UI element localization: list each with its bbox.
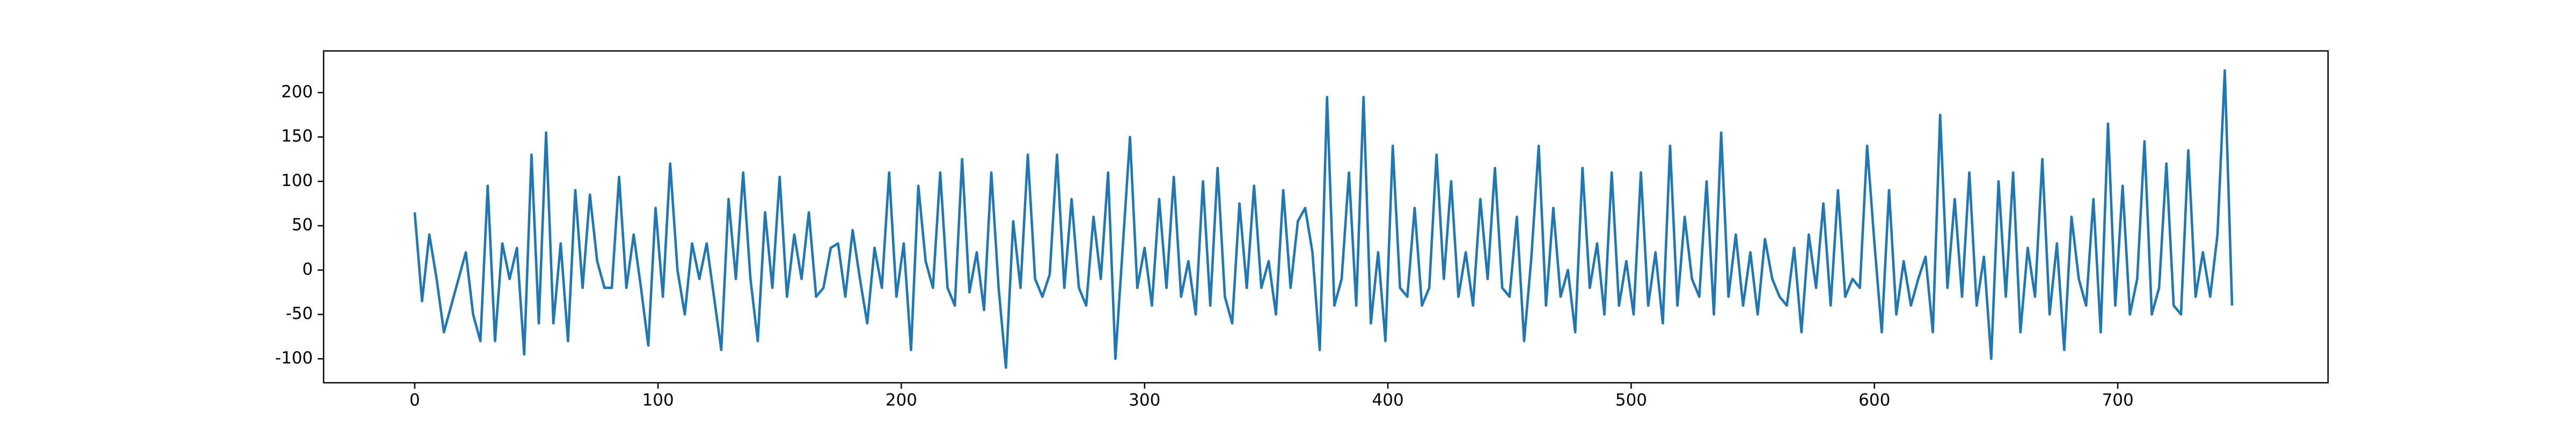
axes-frame — [323, 50, 2329, 384]
x-tick-label: 200 — [885, 391, 917, 410]
line-series — [413, 69, 2234, 369]
y-tick-label: 0 — [302, 259, 313, 279]
y-tick-label: 150 — [281, 127, 313, 146]
x-tick-label: 100 — [642, 391, 674, 410]
x-tick-label: 500 — [1615, 391, 1647, 410]
x-tick-label: 700 — [2102, 391, 2134, 410]
y-tick-label: 50 — [292, 216, 313, 235]
x-tick-label: 300 — [1129, 391, 1160, 410]
y-tick-label: -50 — [286, 304, 313, 323]
y-tick-label: 200 — [281, 82, 313, 101]
x-tick-label: 400 — [1372, 391, 1404, 410]
x-tick-label: 600 — [1858, 391, 1890, 410]
x-tick-label: 0 — [409, 391, 420, 410]
y-tick-label: 100 — [281, 171, 313, 190]
y-tick-label: -100 — [275, 348, 313, 368]
